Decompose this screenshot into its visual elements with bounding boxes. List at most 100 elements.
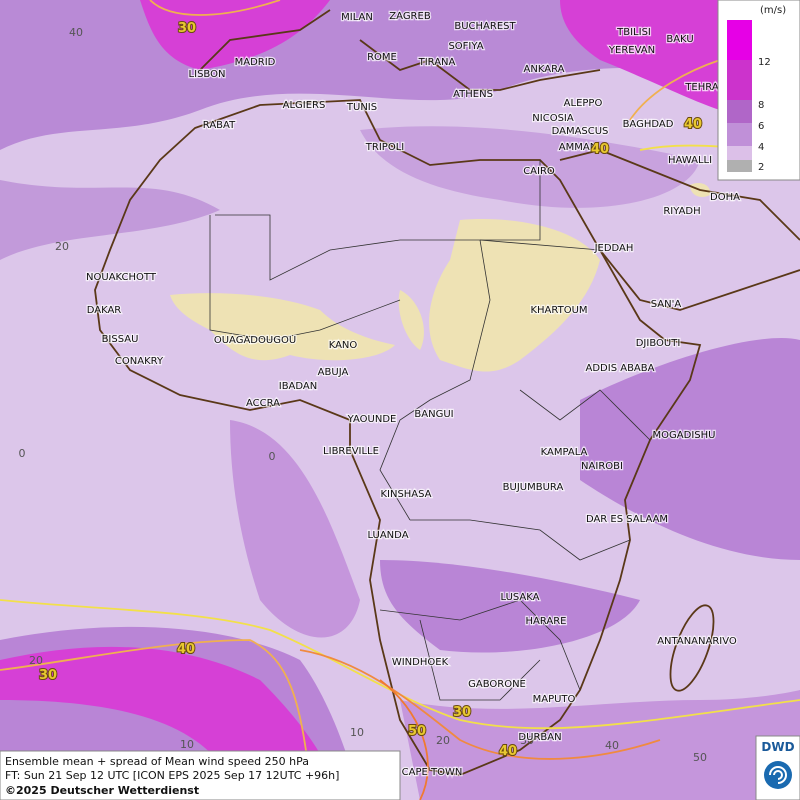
city-label: DAKAR (87, 305, 122, 316)
lon-label: 40 (605, 739, 619, 752)
city-label: RIYADH (663, 206, 700, 217)
lat-label: 20 (55, 240, 69, 253)
legend-swatch (727, 160, 752, 172)
city-label: LUANDA (367, 530, 408, 541)
city-label: SOFIYA (448, 41, 483, 52)
city-label: CONAKRY (115, 356, 164, 367)
contour-label: 30 (453, 705, 471, 720)
grid-labels: 40 20 0 20 0 10 10 20 30 40 50 (19, 26, 708, 764)
legend-swatch (727, 146, 752, 160)
lon-label: 10 (350, 726, 364, 739)
city-label: OUAGADOUGOU (214, 335, 296, 346)
contour-label: 30 (39, 668, 57, 683)
city-label: AMMAN (559, 142, 597, 153)
contour-label: 40 (177, 642, 195, 657)
city-labels: MILAN ZAGREB BUCHAREST MADRID ROME SOFIYA TIRA… (85, 10, 742, 780)
legend-tick: 4 (758, 142, 764, 153)
city-label: YAOUNDE (347, 414, 397, 425)
legend-swatch (727, 60, 752, 100)
city-label: DURBAN (518, 732, 561, 743)
city-label: TBILISI (616, 27, 651, 38)
city-label: BAKU (666, 34, 693, 45)
legend-tick: 12 (758, 57, 771, 68)
city-label: MILAN (341, 12, 373, 23)
footer-box (0, 750, 401, 800)
city-label: ANTANANARIVO (657, 636, 737, 647)
legend-swatch (727, 100, 752, 123)
city-label: SAN'A (651, 299, 682, 310)
city-label: ZAGREB (389, 11, 431, 22)
city-label: DJIBOUTI (636, 338, 681, 349)
city-label: ALGIERS (283, 100, 326, 111)
city-label: CAPE TOWN (402, 767, 463, 778)
city-label: BANGUI (414, 409, 453, 420)
city-label: NOUAKCHOTT (86, 272, 157, 283)
legend-tick: 2 (758, 162, 764, 173)
city-label: RABAT (203, 120, 236, 131)
city-label: MOGADISHU (653, 430, 716, 441)
city-label: KHARTOUM (530, 305, 587, 316)
city-label: BISSAU (102, 334, 139, 345)
city-label: ACCRA (246, 398, 280, 409)
lat-label: 0 (19, 447, 26, 460)
legend-unit: (m/s) (760, 5, 786, 16)
city-label: ATHENS (453, 89, 493, 100)
coastline (94, 9, 800, 776)
legend-tick: 6 (758, 121, 764, 132)
city-label: TEHRA (684, 82, 718, 93)
city-label: LISBON (189, 69, 226, 80)
lon-label: 10 (180, 738, 194, 751)
footer-line: ©2025 Deutscher Wetterdienst (5, 784, 199, 797)
contour-label: 30 (178, 21, 196, 36)
city-label: BUCHAREST (454, 21, 516, 32)
lat-label: 40 (69, 26, 83, 39)
city-label: KINSHASA (380, 489, 431, 500)
footer-line: Ensemble mean + spread of Mean wind spee… (5, 755, 309, 768)
legend-tick: 8 (758, 100, 764, 111)
low-wind-area (170, 183, 711, 372)
footer: Ensemble mean + spread of Mean wind spee… (0, 750, 401, 800)
city-label: NAIROBI (581, 461, 623, 472)
lon-label: 30 (520, 734, 534, 747)
city-label: DOHA (710, 192, 740, 203)
city-label: ROME (367, 52, 397, 63)
city-label: IBADAN (279, 381, 318, 392)
contour-label: 40 (499, 744, 517, 759)
footer-line: FT: Sun 21 Sep 12 UTC [ICON EPS 2025 Sep… (5, 769, 339, 782)
city-label: ALEPPO (564, 98, 603, 109)
city-label: YEREVAN (608, 45, 655, 56)
city-label: KAMPALA (541, 447, 588, 458)
city-label: LIBREVILLE (323, 446, 379, 457)
lon-label: 0 (269, 450, 276, 463)
city-label: NICOSIA (532, 113, 574, 124)
city-label: DAMASCUS (552, 126, 609, 137)
contour-label: 40 (591, 142, 609, 157)
city-label: GABORONE (468, 679, 526, 690)
city-label: CAIRO (523, 166, 555, 177)
contour-labels: 30 40 40 40 30 50 30 40 (38, 20, 703, 760)
logo-text: DWD (761, 740, 794, 754)
city-label: ADDIS ABABA (586, 363, 655, 374)
city-label: TUNIS (346, 102, 377, 113)
contour-label: 40 (684, 117, 702, 132)
lon-label: 20 (436, 734, 450, 747)
city-label: TRIPOLI (365, 142, 404, 153)
logo: DWD (755, 735, 800, 800)
legend: (m/s) 12 8 6 4 2 (717, 0, 800, 181)
city-label: ABUJA (318, 367, 349, 378)
city-label: ANKARA (524, 64, 565, 75)
city-label: TIRANA (418, 57, 456, 68)
city-label: JEDDAH (594, 243, 634, 254)
city-label: BAGHDAD (623, 119, 674, 130)
city-label: MADRID (235, 57, 276, 68)
legend-swatch (727, 20, 752, 60)
city-label: WINDHOEK (392, 657, 449, 668)
city-label: HAWALLI (668, 155, 712, 166)
city-label: HARARE (525, 616, 566, 627)
city-label: BUJUMBURA (503, 482, 564, 493)
legend-swatch (727, 123, 752, 146)
city-label: KANO (329, 340, 358, 351)
